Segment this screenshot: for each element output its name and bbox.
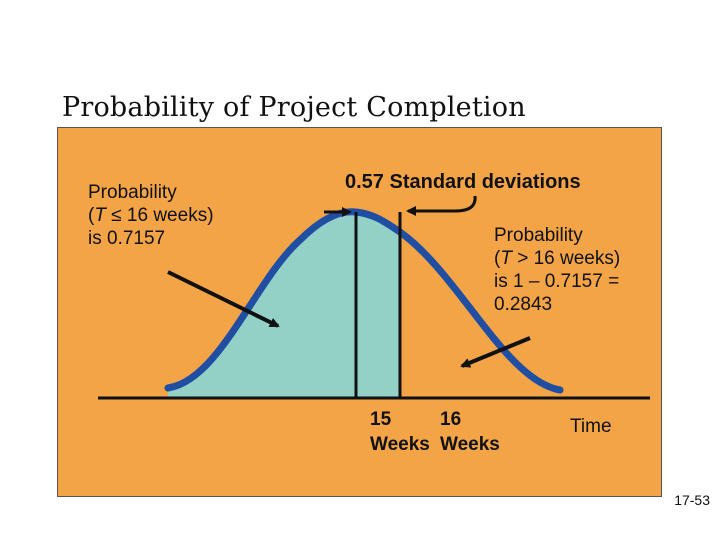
right-probability-note: Probability (T > 16 weeks) is 1 – 0.7157… [494, 224, 620, 316]
right-note-line3: is 1 – 0.7157 = [494, 271, 620, 292]
shaded-probability-area [168, 211, 400, 398]
left-note-line2: (T ≤ 16 weeks) [88, 205, 214, 226]
left-probability-note: Probability (T ≤ 16 weeks) is 0.7157 [88, 181, 214, 250]
standard-deviations-label: 0.57 Standard deviations [345, 171, 581, 193]
left-note-line1: Probability [88, 182, 177, 203]
tick-label-16-weeks: 16 Weeks [440, 409, 500, 455]
tick-label-15-weeks: 15 Weeks [370, 409, 430, 455]
left-note-line3: is 0.7157 [88, 228, 166, 249]
right-note-line1: Probability [494, 225, 583, 246]
right-pointer-arrow [460, 336, 531, 368]
right-note-line4: 0.2843 [494, 294, 553, 315]
time-axis-label: Time [570, 416, 612, 437]
slide-title: Probability of Project Completion [62, 92, 526, 123]
slide-number: 17-53 [674, 492, 710, 508]
right-note-line2: (T > 16 weeks) [494, 248, 621, 269]
sd-arrow-right [406, 195, 477, 216]
left-pointer-arrow [167, 270, 280, 328]
